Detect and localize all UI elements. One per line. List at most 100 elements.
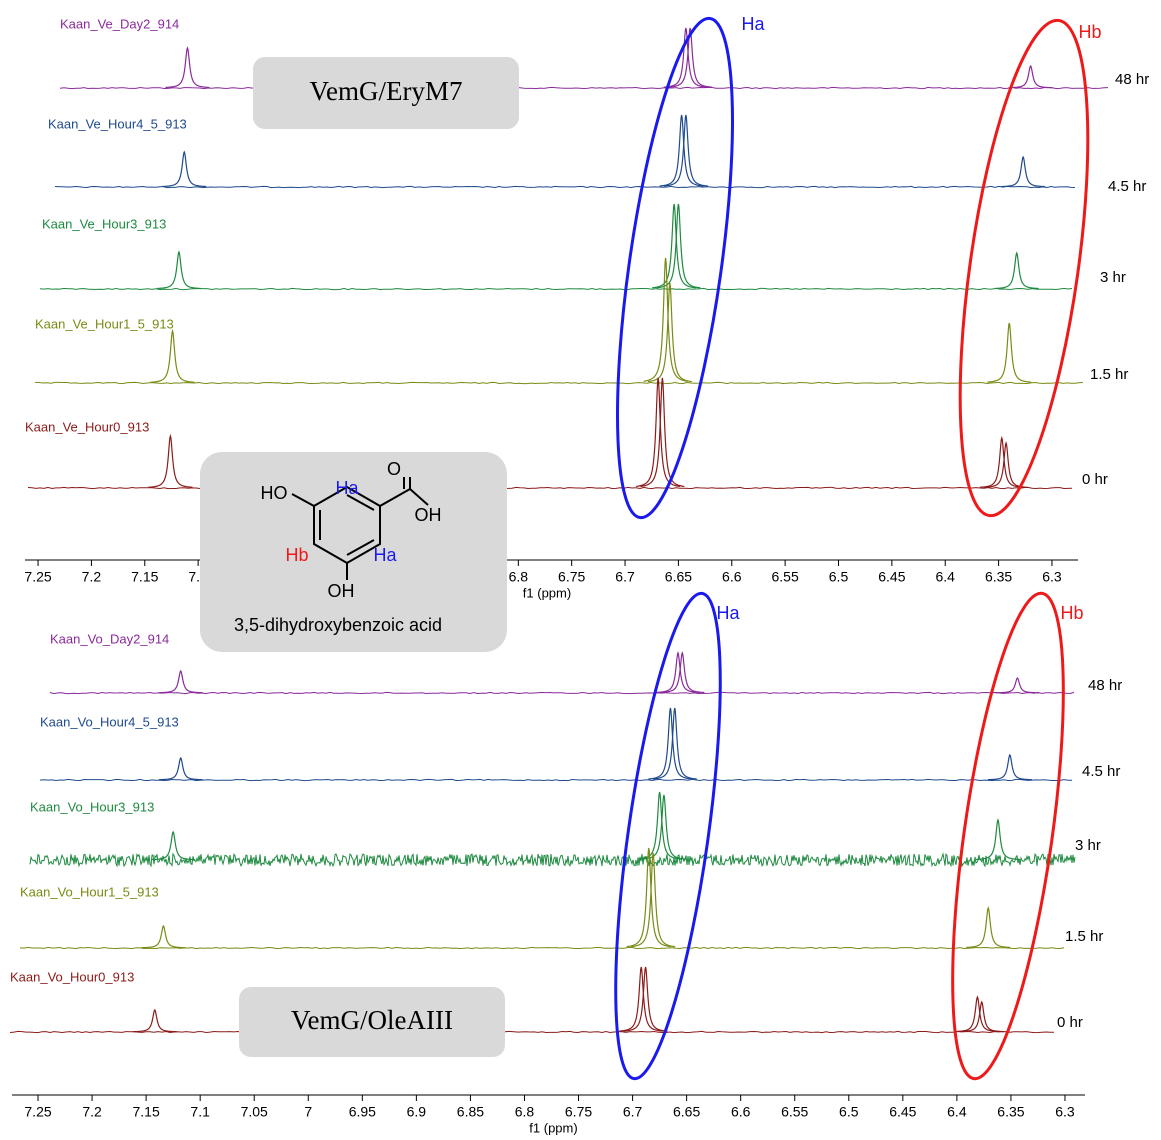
peak: [647, 282, 692, 383]
peak: [626, 847, 671, 948]
atom-label: O: [387, 459, 401, 479]
x-tick-label: 7.15: [132, 1104, 159, 1120]
peak: [156, 250, 201, 290]
spectrum: [54, 114, 1076, 189]
time-label: 4.5 hr: [1108, 178, 1146, 195]
spectrum-name: Kaan_Vo_Hour3_913: [30, 799, 154, 814]
x-tick-label: 6.5: [839, 1104, 859, 1120]
x-tick-label: 6.75: [558, 569, 585, 585]
peak: [150, 328, 195, 383]
baseline: [59, 86, 1109, 90]
peak: [994, 251, 1039, 290]
hb-ellipse: [951, 591, 1065, 1081]
baseline: [34, 381, 1084, 385]
peak: [660, 651, 705, 694]
spectra-layer: 7.25 7.2 7.15 7.1 7.05 7 6.95 6.9 6.85 6.8 6.75 6.7…: [9, 16, 1149, 1135]
baseline: [49, 691, 1075, 695]
baseline: [39, 778, 1072, 782]
spectrum-name: Kaan_Ve_Hour4_5_913: [48, 116, 187, 131]
x-tick-label: 6.6: [731, 1104, 751, 1120]
ha-ellipse: [616, 16, 734, 520]
peak: [631, 852, 676, 948]
spectrum: [39, 203, 1073, 291]
peak: [643, 257, 688, 382]
peak: [663, 114, 708, 187]
x-tick-label: 6.4: [947, 1104, 967, 1120]
peak: [979, 435, 1024, 488]
time-label: 1.5 hr: [1065, 928, 1103, 945]
peak: [151, 830, 196, 861]
peak: [984, 440, 1029, 488]
peak: [1001, 155, 1046, 188]
peak: [165, 46, 210, 89]
atom-label: Ha: [335, 478, 359, 498]
spectrum: [19, 847, 1065, 950]
atom-label: OH: [415, 505, 442, 525]
spectrum-name: Kaan_Ve_Hour0_913: [25, 419, 149, 434]
spectrum-name: Kaan_Vo_Day2_914: [50, 631, 169, 646]
baseline: [27, 486, 1073, 490]
region-label: Ha: [741, 14, 765, 34]
peak: [987, 322, 1032, 383]
x-tick-label: 6.6: [722, 569, 742, 585]
hb-ellipse: [958, 18, 1090, 518]
peak: [619, 966, 664, 1032]
x-tick-label: 6.35: [985, 569, 1012, 585]
x-tick-label: 6.9: [407, 1104, 427, 1120]
peak: [656, 203, 701, 289]
peak: [659, 114, 704, 187]
x-tick-label: 6.7: [623, 1104, 643, 1120]
baseline: [9, 1030, 1055, 1034]
baseline: [54, 185, 1076, 189]
region-label: Ha: [716, 603, 740, 623]
atom-label: Ha: [373, 545, 397, 565]
x-tick-label: 6.7: [615, 569, 635, 585]
x-tick-label: 7.1: [190, 1104, 210, 1120]
spectrum-name: Kaan_Vo_Hour1_5_913: [20, 884, 159, 899]
x-tick-label: 7.15: [131, 569, 158, 585]
x-tick-label: 6.95: [349, 1104, 376, 1120]
peak: [652, 203, 697, 289]
condition-label: VemG/OleAIII: [291, 1005, 453, 1035]
atom-label: HO: [261, 483, 288, 503]
x-tick-label: 6.45: [878, 569, 905, 585]
baseline: [29, 852, 1076, 868]
x-axis-label: f1 (ppm): [529, 1120, 577, 1135]
peak: [141, 924, 186, 949]
time-label: 1.5 hr: [1090, 366, 1128, 383]
spectrum-name: Kaan_Ve_Hour3_913: [42, 216, 166, 231]
molecule-bonds: [291, 477, 429, 580]
peak: [1008, 64, 1053, 89]
region-label: Hb: [1078, 22, 1101, 42]
peak: [975, 818, 1020, 861]
x-tick-label: 7.25: [24, 569, 51, 585]
peak: [987, 753, 1032, 781]
x-tick-label: 7.25: [24, 1104, 51, 1120]
time-label: 0 hr: [1057, 1014, 1083, 1031]
peak: [636, 377, 681, 488]
time-label: 48 hr: [1088, 677, 1122, 694]
x-tick-label: 6.65: [665, 569, 692, 585]
spectrum: [34, 257, 1084, 385]
spectrum-name: Kaan_Ve_Day2_914: [60, 16, 179, 31]
peak: [668, 27, 713, 88]
x-tick-label: 7: [304, 1104, 312, 1120]
x-tick-label: 6.8: [515, 1104, 535, 1120]
atom-label: OH: [328, 581, 355, 601]
time-label: 3 hr: [1075, 837, 1101, 854]
x-tick-label: 6.3: [1042, 569, 1062, 585]
peak: [955, 995, 1000, 1033]
spectrum: [39, 707, 1072, 782]
peak: [640, 377, 685, 488]
peak: [132, 1008, 177, 1033]
atom-label: Hb: [285, 545, 308, 565]
peak: [652, 707, 697, 780]
peak: [648, 707, 693, 780]
x-tick-label: 6.45: [889, 1104, 916, 1120]
peak: [663, 27, 708, 88]
spectrum: [59, 27, 1109, 90]
time-label: 4.5 hr: [1082, 763, 1120, 780]
peak: [637, 791, 682, 860]
x-tick-label: 6.3: [1055, 1104, 1075, 1120]
